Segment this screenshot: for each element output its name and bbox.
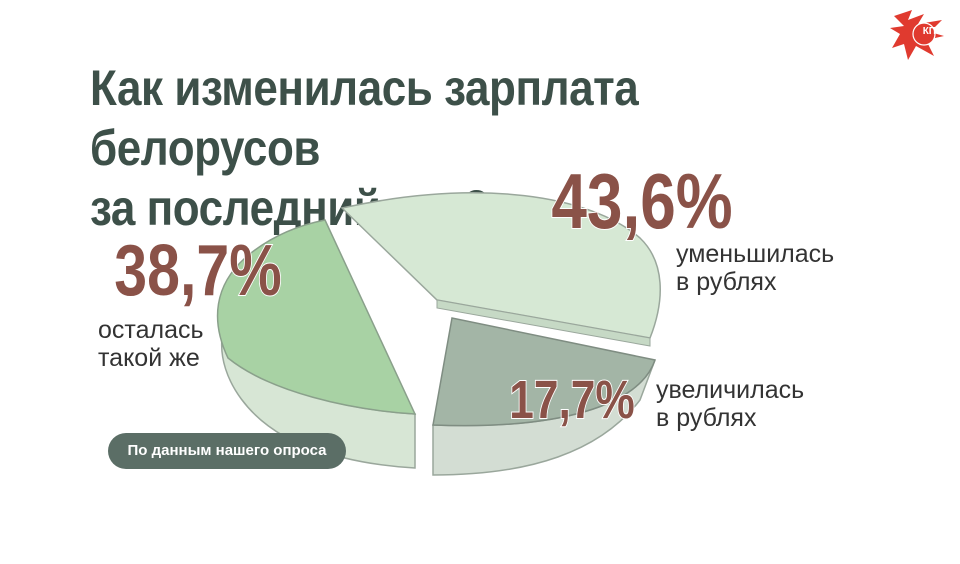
pie-slice-increased xyxy=(432,317,656,476)
slice-label-unchanged-line2: такой же xyxy=(98,344,200,372)
slice-value-unchanged: 38,7% xyxy=(114,229,281,310)
slice-label-decreased-line2: в рублях xyxy=(676,268,777,296)
pie-slice-decreased xyxy=(340,192,661,347)
kp-logo-icon xyxy=(890,10,944,60)
source-badge: По данным нашего опроса xyxy=(108,433,346,469)
pie-slice-unchanged xyxy=(216,219,417,469)
slice-label-increased-line2: в рублях xyxy=(656,404,757,432)
slice-label-unchanged-line1: осталась xyxy=(98,316,204,344)
kp-logo-text: КП xyxy=(922,26,936,37)
slice-value-decreased: 43,6% xyxy=(551,158,732,245)
slice-label-increased-line1: увеличилась xyxy=(656,376,804,404)
slice-label-decreased-line1: уменьшилась xyxy=(676,240,834,268)
slice-value-increased: 17,7% xyxy=(509,370,635,430)
